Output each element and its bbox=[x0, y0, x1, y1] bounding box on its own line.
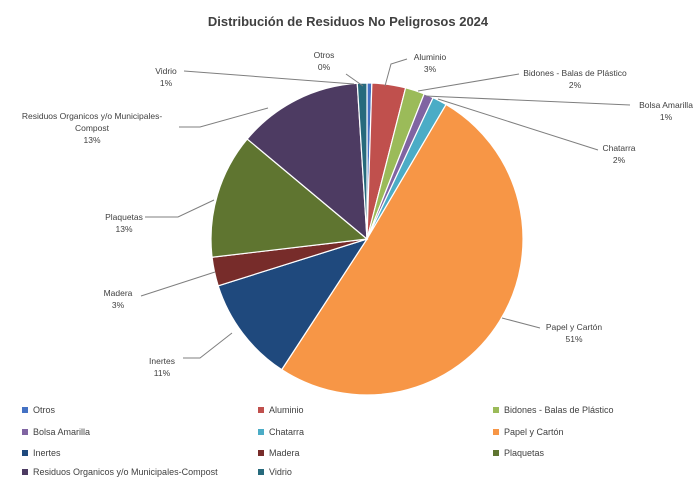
leader-line-aluminio bbox=[384, 58, 408, 87]
label-otros-pct: 0% bbox=[318, 62, 331, 72]
pie-slice-papel-y-cart-n bbox=[280, 103, 524, 396]
label-aluminio-name: Aluminio bbox=[414, 52, 447, 62]
legend-item-bidones: Bidones - Balas de Plástico bbox=[493, 405, 614, 415]
legend-label-papel: Papel y Cartón bbox=[504, 427, 564, 437]
leader-line-madera bbox=[140, 271, 216, 297]
label-plaquetas-pct: 13% bbox=[115, 224, 132, 234]
leader-line-otros bbox=[345, 73, 364, 87]
legend-swatch-plaquetas bbox=[493, 450, 499, 456]
pie-slice-plaquetas bbox=[210, 138, 369, 258]
leader-lines bbox=[140, 58, 631, 359]
legend-swatch-papel bbox=[493, 429, 499, 435]
label-papel-name: Papel y Cartón bbox=[546, 322, 602, 332]
label-chatarra-pct: 2% bbox=[613, 155, 626, 165]
label-residuos-name-2: Compost bbox=[75, 123, 110, 133]
label-vidrio-pct: 1% bbox=[160, 78, 173, 88]
label-madera-pct: 3% bbox=[112, 300, 125, 310]
leader-line-residuos bbox=[179, 107, 269, 128]
label-residuos-pct: 13% bbox=[83, 135, 100, 145]
legend-label-residuos: Residuos Organicos y/o Municipales-Compo… bbox=[33, 467, 218, 477]
leader-line-chatarra bbox=[437, 98, 599, 151]
legend-swatch-inertes bbox=[22, 450, 28, 456]
legend-item-papel: Papel y Cartón bbox=[493, 427, 564, 437]
legend-label-vidrio: Vidrio bbox=[269, 467, 292, 477]
label-plaquetas-name: Plaquetas bbox=[105, 212, 143, 222]
label-bolsa-pct: 1% bbox=[660, 112, 673, 122]
leader-line-bolsa bbox=[424, 95, 631, 106]
legend-swatch-madera bbox=[258, 450, 264, 456]
leader-line-inertes bbox=[183, 332, 233, 359]
legend-item-vidrio: Vidrio bbox=[258, 467, 292, 477]
label-inertes-pct: 11% bbox=[154, 368, 171, 378]
data-labels: Otros 0% Aluminio 3% Bidones - Balas de … bbox=[22, 50, 693, 378]
legend-label-otros: Otros bbox=[33, 405, 56, 415]
legend-item-inertes: Inertes bbox=[22, 448, 61, 458]
label-inertes-name: Inertes bbox=[149, 356, 175, 366]
label-bidones-name: Bidones - Balas de Plástico bbox=[523, 68, 627, 78]
leader-line-vidrio bbox=[183, 70, 355, 85]
legend-label-bidones: Bidones - Balas de Plástico bbox=[504, 405, 614, 415]
legend-swatch-bolsa bbox=[22, 429, 28, 435]
pie-slice-inertes bbox=[217, 237, 369, 371]
chart-title: Distribución de Residuos No Peligrosos 2… bbox=[207, 14, 489, 29]
legend-label-bolsa: Bolsa Amarilla bbox=[33, 427, 91, 437]
pie-slices bbox=[210, 82, 524, 396]
label-papel-pct: 51% bbox=[565, 334, 582, 344]
label-chatarra-name: Chatarra bbox=[602, 143, 635, 153]
legend-item-residuos: Residuos Organicos y/o Municipales-Compo… bbox=[22, 467, 218, 477]
legend-label-chatarra: Chatarra bbox=[269, 427, 305, 437]
legend-swatch-bidones bbox=[493, 407, 499, 413]
legend-label-madera: Madera bbox=[269, 448, 300, 458]
legend-label-plaquetas: Plaquetas bbox=[504, 448, 545, 458]
legend-swatch-otros bbox=[22, 407, 28, 413]
legend-item-otros: Otros bbox=[22, 405, 55, 415]
legend-item-bolsa: Bolsa Amarilla bbox=[22, 427, 90, 437]
legend-swatch-residuos bbox=[22, 469, 28, 475]
legend-item-chatarra: Chatarra bbox=[258, 427, 304, 437]
legend-label-inertes: Inertes bbox=[33, 448, 61, 458]
legend-item-aluminio: Aluminio bbox=[258, 405, 304, 415]
leader-line-bidones bbox=[417, 73, 520, 92]
label-bolsa-name: Bolsa Amarilla bbox=[639, 100, 693, 110]
label-aluminio-pct: 3% bbox=[424, 64, 437, 74]
leader-line-papel bbox=[501, 317, 541, 329]
label-otros-name: Otros bbox=[314, 50, 335, 60]
pie-slice-vidrio bbox=[356, 82, 368, 240]
legend-label-aluminio: Aluminio bbox=[269, 405, 304, 415]
legend-swatch-vidrio bbox=[258, 469, 264, 475]
label-madera-name: Madera bbox=[104, 288, 133, 298]
leader-line-plaquetas bbox=[145, 199, 215, 218]
legend-swatch-chatarra bbox=[258, 429, 264, 435]
label-bidones-pct: 2% bbox=[569, 80, 582, 90]
label-residuos-name-1: Residuos Organicos y/o Municipales- bbox=[22, 111, 162, 121]
label-vidrio-name: Vidrio bbox=[155, 66, 177, 76]
legend-item-plaquetas: Plaquetas bbox=[493, 448, 544, 458]
legend-swatch-aluminio bbox=[258, 407, 264, 413]
legend-item-madera: Madera bbox=[258, 448, 300, 458]
